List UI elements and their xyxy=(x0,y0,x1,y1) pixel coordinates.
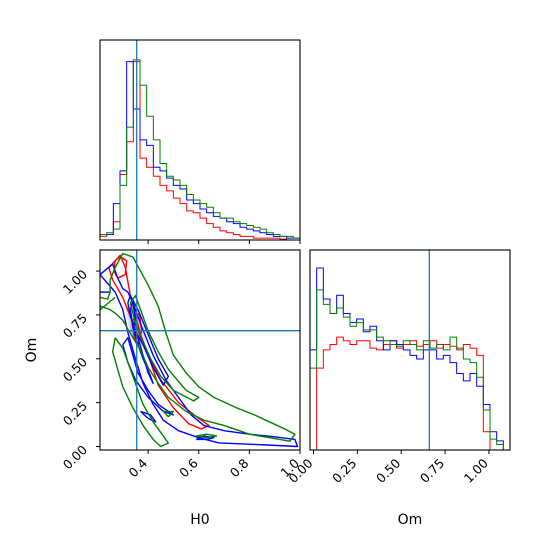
om-yticks: 0.00 0.25 0.50 0.75 1.00 xyxy=(60,267,100,472)
contour-green-1 xyxy=(100,296,116,311)
h0-histogram-red xyxy=(100,61,300,240)
h0-tick-label-0: 0.4 xyxy=(126,455,151,480)
contour-green-5 xyxy=(196,433,218,439)
om-tick-label-3: 0.75 xyxy=(417,456,447,486)
contour-green-2 xyxy=(129,294,200,402)
panel-h0-om-contour: 0.4 0.6 0.8 1.0 0.000.250.500.751.00 xyxy=(60,249,302,480)
y-axis-label-om: Om xyxy=(24,338,40,363)
contour-blue-5 xyxy=(122,337,175,416)
om-tick-label-2: 0.50 xyxy=(373,455,403,485)
h0-histogram-green xyxy=(100,59,300,240)
panel-h0-histogram xyxy=(99,39,301,244)
h0-tick-label-2: 0.8 xyxy=(227,455,252,480)
panel-h0-om-frame xyxy=(99,249,301,451)
om-y-tick-label-1: 0.25 xyxy=(60,398,90,428)
om-y-tick-label-0: 0.00 xyxy=(60,442,90,472)
panel-h0-histogram-background xyxy=(100,40,300,240)
contour-blue-6 xyxy=(140,410,157,423)
contour-blue-3 xyxy=(129,300,137,328)
contour-green-0 xyxy=(100,252,296,442)
panel-h0-histogram-frame xyxy=(99,39,301,241)
om-histogram-series xyxy=(310,267,510,450)
h0-histogram-xticks xyxy=(147,240,301,244)
h0-histogram-series xyxy=(100,59,300,240)
om-tick-label-4: 1.00 xyxy=(461,455,491,485)
contour-green-3 xyxy=(111,337,170,448)
panel-om-histogram: 0.00 0.25 0.50 0.75 1.00 xyxy=(285,249,511,486)
om-y-tick-label-3: 0.75 xyxy=(60,310,90,340)
panel-om-histogram-frame xyxy=(309,249,511,451)
contour-green-4 xyxy=(162,410,175,418)
contour-blue-0 xyxy=(100,263,299,448)
om-histogram-green xyxy=(310,289,510,450)
om-tick-label-1: 0.25 xyxy=(329,456,359,486)
x-axis-label-om: Om xyxy=(398,512,423,528)
h0-xticks: 0.4 0.6 0.8 1.0 xyxy=(126,450,302,480)
x-axis-label-h0: H0 xyxy=(190,512,209,528)
om-y-tick-label-2: 0.50 xyxy=(60,354,90,384)
om-histogram-xticks: 0.00 0.25 0.50 0.75 1.00 xyxy=(285,450,491,486)
h0-tick-label-1: 0.6 xyxy=(176,455,201,480)
om-y-tick-label-4: 1.00 xyxy=(60,267,90,297)
